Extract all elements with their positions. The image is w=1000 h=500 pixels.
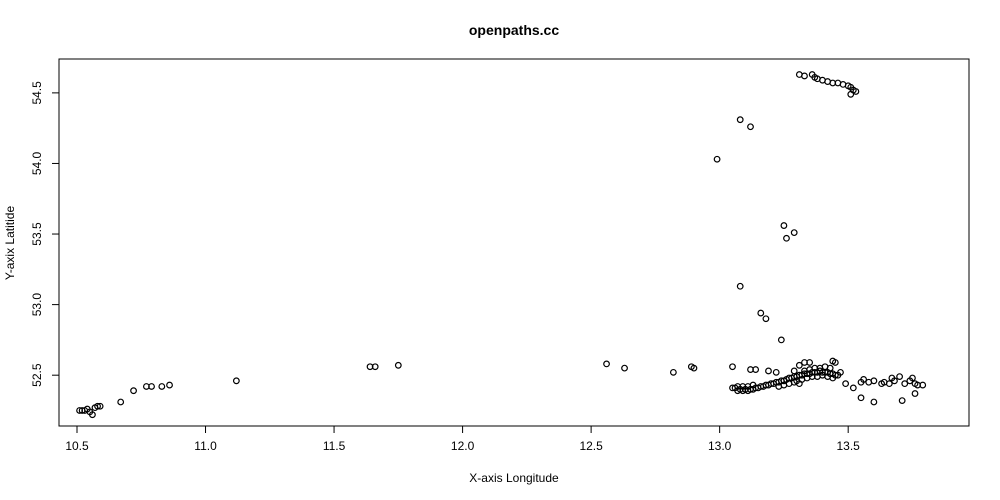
data-point: [849, 384, 857, 392]
data-point: [795, 361, 803, 369]
data-point: [117, 398, 125, 406]
data-point: [870, 398, 878, 406]
data-point: [752, 366, 760, 373]
data-point: [158, 383, 166, 390]
data-point: [780, 222, 788, 229]
data-point: [736, 282, 744, 290]
data-point: [901, 380, 909, 388]
data-point: [831, 359, 839, 366]
data-point: [772, 368, 780, 376]
y-tick-label: 53.0: [30, 293, 44, 317]
y-axis-label: Y-axix Latitide: [3, 206, 17, 281]
data-point: [747, 123, 754, 131]
x-tick-label: 11.5: [323, 439, 346, 453]
data-point: [826, 364, 834, 372]
data-point: [762, 315, 770, 323]
data-point: [847, 90, 855, 98]
data-point: [166, 381, 173, 389]
data-point: [790, 229, 798, 237]
data-point: [783, 234, 790, 242]
y-tick-label: 53.5: [30, 222, 44, 246]
data-point: [842, 380, 850, 388]
data-point: [896, 373, 903, 380]
data-point: [919, 381, 927, 389]
data-point: [729, 363, 736, 371]
data-point: [669, 368, 677, 376]
data-point: [621, 364, 628, 372]
y-tick-label: 54.0: [30, 151, 44, 175]
data-point: [777, 336, 785, 344]
data-point: [898, 397, 906, 404]
data-point: [96, 402, 104, 410]
x-axis: 10.5 11.0 11.5 12.0 12.5 13.0 13.5: [65, 425, 861, 453]
data-point: [911, 390, 919, 397]
data-point: [857, 394, 865, 402]
x-tick-label: 12.5: [579, 439, 603, 453]
data-point: [130, 387, 137, 395]
data-point: [885, 380, 893, 388]
data-point: [603, 360, 610, 368]
data-point: [765, 367, 772, 375]
x-tick-label: 13.0: [708, 439, 732, 453]
data-points: [76, 71, 927, 419]
data-point: [757, 309, 765, 317]
data-point: [834, 371, 842, 379]
y-tick-label: 52.5: [30, 363, 44, 387]
data-point: [690, 364, 698, 372]
data-point: [909, 374, 916, 382]
data-point: [94, 402, 101, 410]
data-point: [775, 383, 783, 390]
data-point: [148, 383, 155, 390]
data-point: [749, 381, 757, 389]
y-axis: 52.5 53.0 53.5 54.0 54.5: [30, 81, 60, 387]
data-point: [870, 377, 878, 385]
x-axis-label: X-axis Longitude: [469, 471, 559, 485]
data-point: [232, 377, 240, 385]
y-tick-label: 54.5: [30, 81, 44, 105]
x-tick-label: 11.0: [194, 439, 217, 453]
x-tick-label: 10.5: [65, 439, 89, 453]
chart-title: openpaths.cc: [469, 22, 559, 38]
data-point: [891, 377, 898, 385]
data-point: [790, 367, 798, 375]
data-point: [371, 363, 379, 371]
data-point: [795, 380, 803, 388]
data-point: [394, 361, 402, 369]
x-tick-label: 13.5: [837, 439, 861, 453]
data-point: [713, 155, 721, 163]
x-tick-label: 12.0: [451, 439, 475, 453]
data-point: [806, 359, 814, 366]
data-point: [801, 72, 808, 80]
data-point: [852, 88, 860, 95]
data-point: [829, 374, 837, 382]
data-point: [89, 411, 96, 419]
data-point: [729, 384, 736, 392]
data-point: [736, 116, 744, 124]
data-point: [860, 376, 868, 383]
data-point: [801, 367, 808, 375]
